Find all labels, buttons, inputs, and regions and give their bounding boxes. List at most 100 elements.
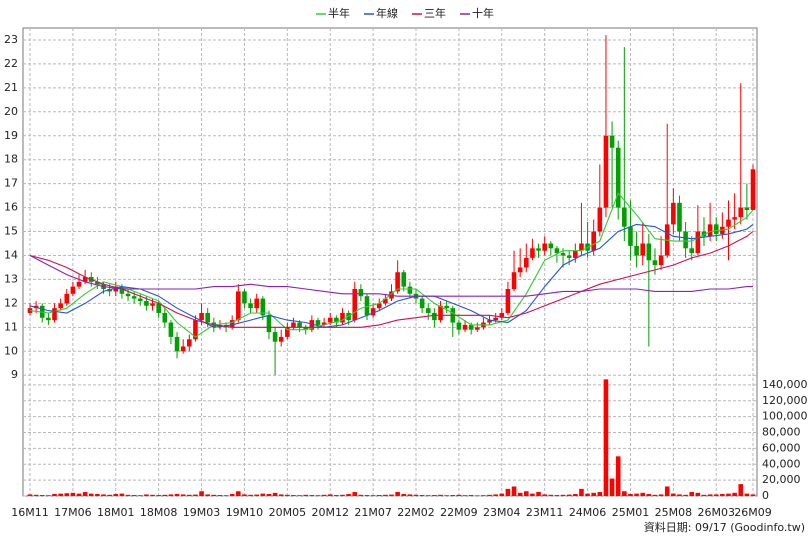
volume-bar (27, 494, 33, 496)
volume-bar (107, 494, 112, 496)
volume-bar (95, 494, 100, 496)
y2-tick-label: 120,000 (762, 394, 808, 407)
volume-bar (744, 493, 750, 496)
volume-bar (119, 493, 125, 496)
volume-bar (223, 495, 229, 496)
candle-body (327, 317, 333, 323)
candle-body (726, 219, 731, 227)
volume-bar (156, 495, 161, 496)
candle-body (285, 327, 290, 337)
volume-bar (395, 492, 400, 496)
candle-body (383, 298, 388, 304)
candle-body (438, 305, 443, 321)
x-tick-label: 22M02 (397, 506, 435, 519)
candle-body (46, 317, 51, 321)
candle-body (738, 207, 744, 218)
volume-bar (597, 492, 603, 496)
candle-body (560, 253, 566, 256)
volume-bar (413, 494, 419, 496)
candle-body (352, 289, 358, 321)
candle-body (622, 207, 627, 227)
volume-bar (401, 494, 407, 496)
candle-body (493, 317, 498, 321)
candle-body (58, 303, 63, 309)
y-tick-label: 18 (4, 153, 18, 166)
volume-bar (113, 494, 119, 496)
volume-bar (101, 494, 106, 496)
x-tick-label: 25M08 (655, 506, 693, 519)
candle-body (113, 286, 119, 292)
candle-body (615, 147, 621, 208)
candle-body (407, 286, 413, 294)
volume-bar (125, 494, 131, 496)
candle-body (162, 312, 168, 323)
candle-body (634, 245, 639, 256)
candle-body (303, 327, 309, 330)
x-tick-label: 19M10 (226, 506, 264, 519)
candle-body (193, 320, 198, 340)
volume-bar (671, 493, 676, 496)
x-tick-label: 16M11 (11, 506, 49, 519)
candle-body (628, 226, 633, 246)
volume-bar (389, 494, 394, 496)
candle-body (530, 248, 535, 258)
volume-bar (88, 493, 94, 496)
volume-bar (530, 493, 535, 496)
y-tick-label: 19 (4, 129, 18, 142)
y-tick-label: 14 (4, 248, 18, 261)
volume-bar (248, 494, 253, 496)
candle-body (156, 303, 161, 313)
candle-body (591, 231, 596, 251)
candle-body (309, 320, 315, 330)
volume-bar (150, 494, 155, 496)
candle-body (401, 272, 407, 287)
candle-body (266, 315, 272, 333)
candle-body (456, 322, 462, 330)
volume-bar (652, 494, 658, 496)
candle-body (695, 231, 701, 254)
y2-tick-label: 40,000 (762, 457, 801, 470)
y2-tick-label: 100,000 (762, 410, 808, 423)
volume-bar (456, 494, 462, 496)
candle-body (474, 327, 480, 330)
volume-bar (615, 456, 621, 496)
candle-body (242, 291, 247, 304)
ma-line (29, 255, 753, 297)
candle-body (321, 322, 327, 325)
volume-bar (609, 478, 615, 496)
volume-bar (52, 494, 57, 496)
volume-bar (383, 494, 388, 496)
candle-body (82, 277, 88, 282)
volume-bar (646, 494, 652, 496)
volume-bar (168, 494, 174, 496)
candle-body (180, 346, 186, 352)
volume-bar (137, 495, 143, 496)
candle-body (658, 255, 664, 266)
volume-bar (58, 493, 63, 496)
candle-body (248, 303, 253, 309)
volume-bar (487, 494, 492, 496)
x-tick-label: 18M01 (97, 506, 135, 519)
volume-bar (187, 494, 192, 496)
volume-bar (254, 494, 260, 496)
volume-bar (585, 493, 590, 496)
y-tick-label: 15 (4, 225, 18, 238)
legend-label: 半年 (328, 6, 350, 20)
plot-frame (22, 27, 758, 497)
x-tick-label: 18M08 (140, 506, 178, 519)
y-tick-label: 13 (4, 272, 18, 285)
volume-bar (162, 494, 168, 496)
y-tick-label: 21 (4, 81, 18, 94)
volume-bar (211, 494, 217, 496)
candle-body (462, 324, 468, 330)
candle-body (566, 255, 572, 258)
volume-bar (278, 494, 284, 496)
x-tick-label: 19M03 (183, 506, 221, 519)
volume-bar (462, 495, 468, 496)
volume-bar (346, 494, 351, 496)
ma-line (29, 231, 754, 328)
candle-body (229, 320, 235, 328)
volume-bar (750, 494, 756, 496)
y2-tick-label: 20,000 (762, 473, 801, 486)
